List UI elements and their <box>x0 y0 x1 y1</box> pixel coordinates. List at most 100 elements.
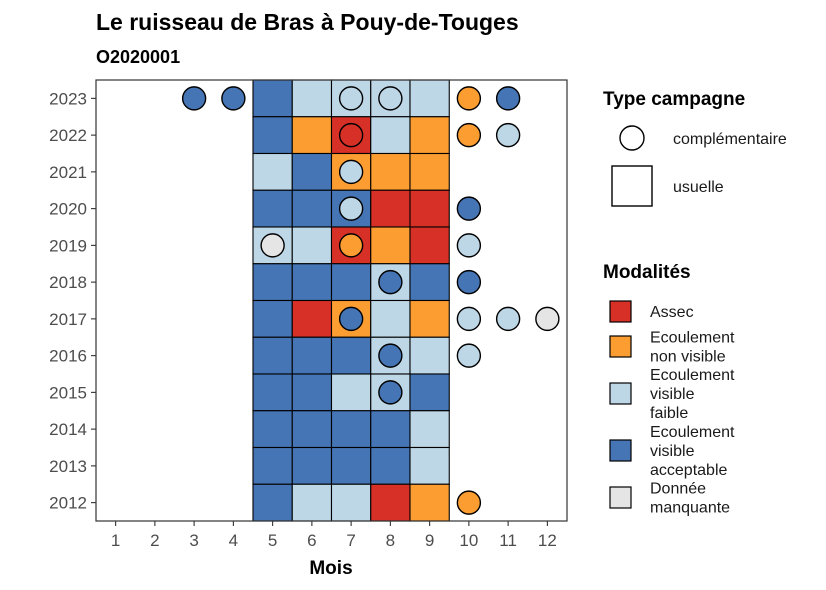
point-2018-8 <box>378 269 403 295</box>
chart-subtitle: O2020001 <box>96 47 180 67</box>
tile-2019-6 <box>291 226 333 265</box>
tile-2022-6 <box>291 116 333 155</box>
tile-2021-8 <box>370 152 411 191</box>
point-2020-10 <box>456 196 482 221</box>
tile-2023-9 <box>409 79 450 118</box>
x-tick-label-6: 6 <box>307 531 316 550</box>
tile-2013-8 <box>370 446 411 485</box>
tile-2022-8 <box>370 116 411 155</box>
x-tick-label-12: 12 <box>538 531 557 550</box>
tile-2020-5 <box>252 189 293 228</box>
x-tick-label-8: 8 <box>386 531 395 550</box>
tile-2012-9 <box>409 483 450 522</box>
tile-2017-9 <box>409 299 450 338</box>
y-tick-label-2017: 2017 <box>49 310 87 329</box>
legend-swatch-EVF <box>609 382 632 405</box>
tile-2017-5 <box>252 299 293 338</box>
point-2017-12 <box>535 306 560 332</box>
plot-border <box>95 79 568 522</box>
tile-2016-6 <box>291 336 333 375</box>
tile-2018-9 <box>409 263 450 302</box>
y-tick-label-2021: 2021 <box>49 163 87 182</box>
point-2020-7 <box>338 196 364 221</box>
point-2016-10 <box>456 343 482 368</box>
x-axis-title: Mois <box>309 558 352 579</box>
tile-2021-6 <box>291 152 333 191</box>
point-2018-10 <box>456 269 482 295</box>
legend-type-title: Type campagne <box>603 89 745 110</box>
tile-2012-6 <box>291 483 333 522</box>
tile-2013-7 <box>330 446 372 485</box>
x-tick-label-1: 1 <box>111 531 120 550</box>
tile-2019-9 <box>409 226 450 265</box>
tile-2022-9 <box>409 116 450 155</box>
legend-label-DM-1: manquante <box>650 500 730 517</box>
plot-area <box>95 79 568 522</box>
tile-2018-7 <box>330 263 372 302</box>
tile-2013-9 <box>409 446 450 485</box>
y-tick-label-2022: 2022 <box>49 126 87 145</box>
tile-2015-6 <box>291 373 333 412</box>
tile-2016-9 <box>409 336 450 375</box>
y-tick-label-2015: 2015 <box>49 383 87 402</box>
x-tick-label-9: 9 <box>425 531 434 550</box>
y-tick-label-2018: 2018 <box>49 273 87 292</box>
tile-2022-5 <box>252 116 293 155</box>
legend-type-campagne: Type campagne complémentaire usuelle <box>603 89 787 207</box>
tile-2012-5 <box>252 483 293 522</box>
y-tick-label-2013: 2013 <box>49 457 87 476</box>
legend-key-complementaire <box>619 125 645 151</box>
chart-title: Le ruisseau de Bras à Pouy-de-Touges <box>96 9 519 35</box>
point-2019-7 <box>338 233 364 258</box>
legend-label-EVA-2: acceptable <box>650 462 727 479</box>
point-2023-11 <box>495 86 521 111</box>
tile-2013-5 <box>252 446 293 485</box>
point-2023-10 <box>456 86 482 111</box>
point-2022-7 <box>338 122 364 148</box>
tile-2020-9 <box>409 189 450 228</box>
point-2023-3 <box>181 86 207 111</box>
point-2017-10 <box>456 306 482 332</box>
legend-label-DM-0: Donnée <box>650 481 706 498</box>
legend-label-EVA-1: visible <box>650 443 695 460</box>
y-tick-label-2023: 2023 <box>49 89 87 108</box>
tile-2012-8 <box>370 483 411 522</box>
legend-swatch-DM <box>609 486 632 509</box>
x-tick-label-4: 4 <box>229 531 238 550</box>
point-2017-11 <box>495 306 521 332</box>
y-axis: 2012 2013 2014 2015 2016 2017 2018 2019 2020 2021… <box>49 89 96 513</box>
legend-label-EVF-1: visible <box>650 386 695 403</box>
x-tick-label-2: 2 <box>150 531 159 550</box>
tile-2014-6 <box>291 410 333 449</box>
y-tick-label-2020: 2020 <box>49 200 87 219</box>
tile-2023-6 <box>291 79 333 118</box>
legend-modalites-title: Modalités <box>603 262 691 283</box>
point-2022-11 <box>495 122 521 148</box>
tile-2015-9 <box>409 373 450 412</box>
point-2023-4 <box>221 86 246 111</box>
tile-2017-6 <box>291 299 333 338</box>
y-tick-label-2019: 2019 <box>49 236 87 255</box>
point-2012-10 <box>456 490 482 515</box>
tile-2023-5 <box>252 79 293 118</box>
tile-2020-8 <box>370 189 411 228</box>
legend-label-complementaire: complémentaire <box>673 131 787 148</box>
x-tick-label-3: 3 <box>189 531 198 550</box>
y-tick-label-2012: 2012 <box>49 494 87 513</box>
y-tick-label-2014: 2014 <box>49 420 87 439</box>
tile-2016-5 <box>252 336 293 375</box>
tile-2021-5 <box>252 152 293 191</box>
tile-2012-7 <box>330 483 372 522</box>
legend-label-EVA-0: Ecoulement <box>650 424 735 441</box>
tile-2021-9 <box>409 152 450 191</box>
tile-2019-8 <box>370 226 411 265</box>
x-axis: 1 2 3 4 5 6 7 8 9 10 11 12 <box>111 521 557 550</box>
legend-label-ENV-0: Ecoulement <box>650 330 735 347</box>
x-tick-label-5: 5 <box>268 531 277 550</box>
legend-label-A-0: Assec <box>650 304 694 321</box>
tile-2014-9 <box>409 410 450 449</box>
legend-label-usuelle: usuelle <box>673 179 724 196</box>
point-2021-7 <box>338 159 364 185</box>
x-tick-label-11: 11 <box>499 531 517 550</box>
